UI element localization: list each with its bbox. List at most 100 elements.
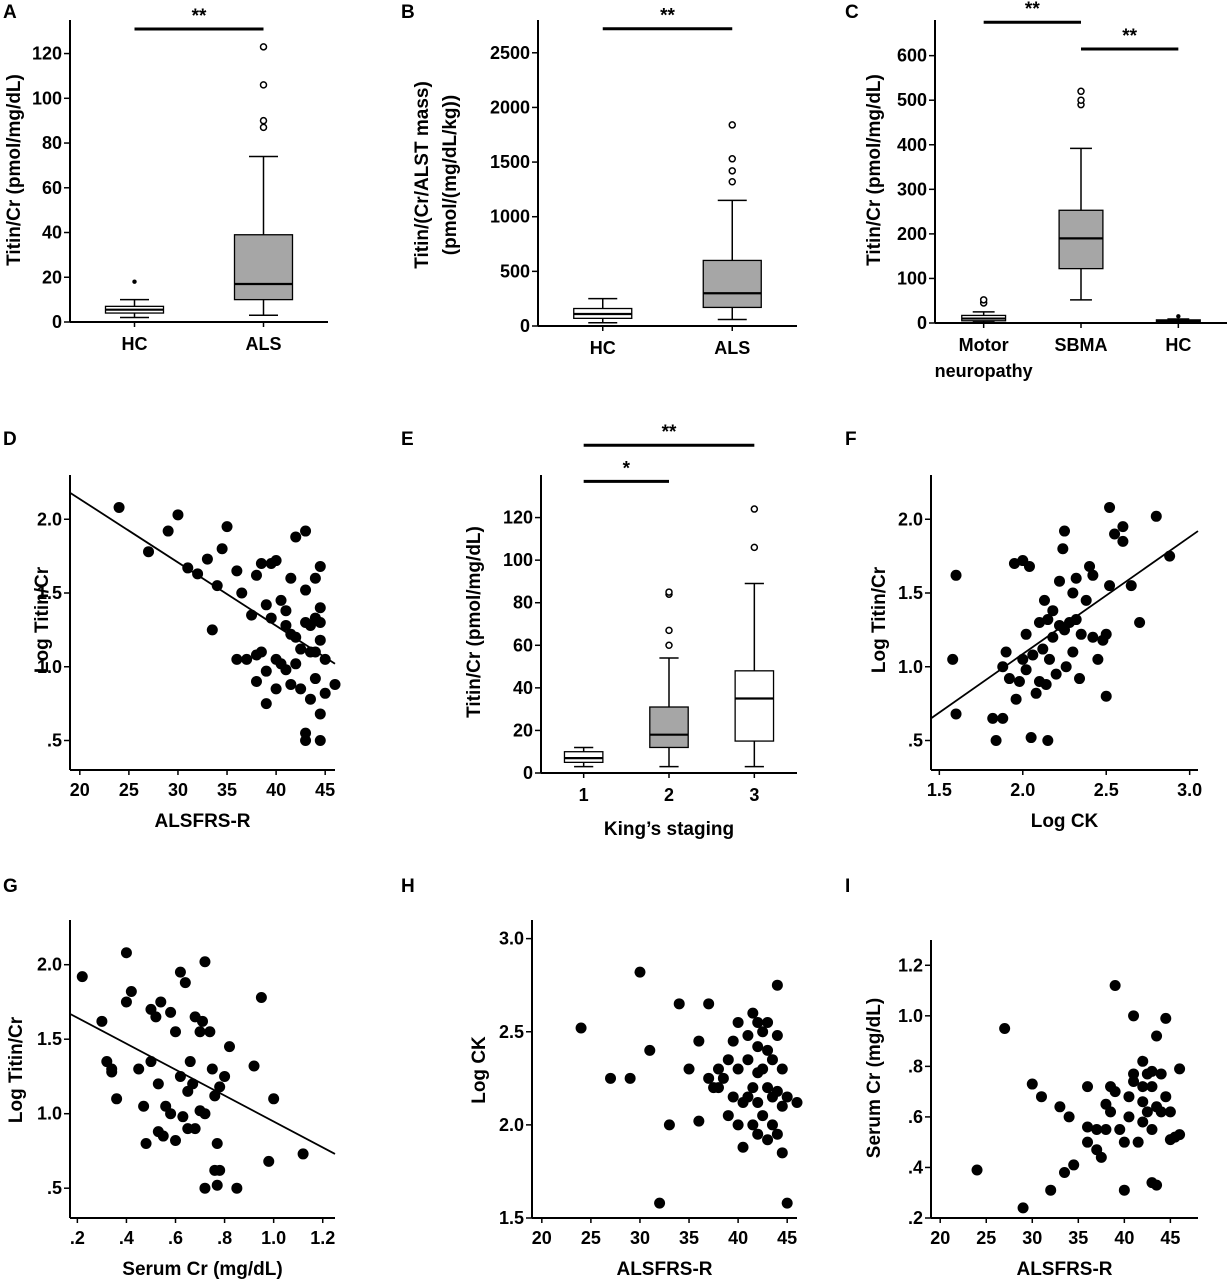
scatter-point [1023,560,1035,572]
y-tick-label: 2000 [490,97,530,117]
scatter-point [1068,1159,1080,1171]
x-tick-label: .8 [217,1228,232,1248]
scatter-point [1057,543,1069,555]
scatter-point [1087,569,1099,581]
panel-letter: D [3,429,17,450]
scatter-point [1146,1065,1158,1077]
y-tick-label: 80 [42,133,62,153]
x-category-label: HC [1165,335,1191,355]
scatter-point [1109,528,1121,540]
scatter-point [1114,1124,1126,1136]
scatter-point [150,1011,162,1023]
scatter-point [143,546,155,558]
scatter-point [762,1044,774,1056]
x-tick-label: 45 [1160,1228,1180,1248]
x-tick-label: 25 [119,780,139,800]
x-category-label: ALS [246,334,282,354]
regression-line [930,530,1199,720]
scatter-point [757,1026,769,1038]
outlier-point [259,123,268,132]
scatter-point [747,1007,759,1019]
scatter-point [165,1108,177,1120]
x-tick-label: 40 [266,780,286,800]
scatter-point [297,1148,309,1160]
y-tick-label: .6 [908,1107,923,1127]
scatter-point [950,569,962,581]
panel-B: B Titin/(Cr/ALST mass) (pmol/(mg/dL/kg)) 0 5… [401,2,797,358]
x-axis-label: Serum Cr (mg/dL) [122,1259,282,1280]
scatter-point [1020,664,1032,676]
scatter-point [1080,594,1092,606]
scatter-point [1017,653,1029,665]
scatter-point [300,525,312,537]
outlier-point [259,116,268,125]
significance-label: ** [662,422,677,443]
panel-F: F Log Titin/Cr .5 1.0 1.5 2.0 1.5 2.0 2.5 3.0 Log … [845,429,1202,832]
scatter-point [285,572,297,584]
scatter-point [1038,594,1050,606]
scatter-point [1026,1078,1038,1090]
scatter-point [1042,614,1054,626]
scatter-point [223,1041,235,1053]
scatter-point [300,727,312,739]
y-axis-label: Titin/Cr (pmol/mg/dL) [464,526,485,718]
scatter-point [194,1026,206,1038]
scatter-point [1082,1081,1094,1093]
x-axis-label: King’s staging [604,819,734,840]
scatter-point [776,1100,788,1112]
panel-letter: B [401,2,415,23]
box-hc [573,297,633,324]
y-axis-label-line: Titin/(Cr/ALST mass) [412,81,433,269]
regression-line [69,491,336,665]
y-tick-label: 60 [42,178,62,198]
scatter-point [133,1063,145,1075]
scatter-point [1059,525,1070,537]
scatter-point [712,1063,724,1075]
scatter-point [1035,1091,1047,1103]
scatter-point [216,543,228,555]
scatter-point [314,634,326,646]
scatter-point [605,1072,617,1084]
scatter-point [275,594,287,606]
scatter-point [170,1135,182,1147]
scatter-point [1082,1136,1094,1148]
scatter-point [260,698,272,710]
y-tick-label: 1500 [490,152,530,172]
panel-letter: H [401,876,415,897]
y-tick-label: 80 [513,593,533,613]
y-tick-label: 100 [897,268,927,288]
scatter-point [120,947,132,959]
y-tick-label: 500 [897,90,927,110]
scatter-point [693,1035,705,1047]
x-axis-label: Log CK [1031,811,1099,832]
scatter-point [1100,628,1112,640]
y-axis-label: Titin/(Cr/ALST mass) (pmol/(mg/dL/kg)) [412,81,461,269]
x-tick-label: 25 [581,1228,601,1248]
x-category-label-line: ALS [714,338,750,358]
y-tick-label: 600 [897,46,927,66]
scatter-point [250,569,262,581]
scatter-point [1043,653,1055,665]
scatter-point [1104,501,1116,513]
scatter-point [752,1016,764,1028]
scatter-point [179,977,191,989]
scatter-point [106,1063,118,1075]
y-tick-label: 1.0 [898,657,923,677]
scatter-point [1128,1010,1140,1022]
scatter-point [197,1015,208,1027]
panel-C: C Titin/Cr (pmol/mg/dL) 0 100 200 300 400 500 60… [845,0,1227,381]
scatter-point [231,653,243,665]
x-category-label-line: ALS [246,334,282,354]
box-iqr [702,259,762,309]
x-axis-label: ALSFRS-R [154,811,250,832]
scatter-point [683,1063,695,1075]
box-hc [1155,314,1201,323]
box-3 [734,505,775,768]
scatter-point [76,971,88,983]
scatter-points [971,979,1186,1214]
scatter-point [1104,580,1116,592]
x-category-label: 3 [749,785,759,805]
outlier-point [665,626,673,635]
scatter-point [1095,1151,1107,1163]
x-tick-label: .4 [119,1228,134,1248]
